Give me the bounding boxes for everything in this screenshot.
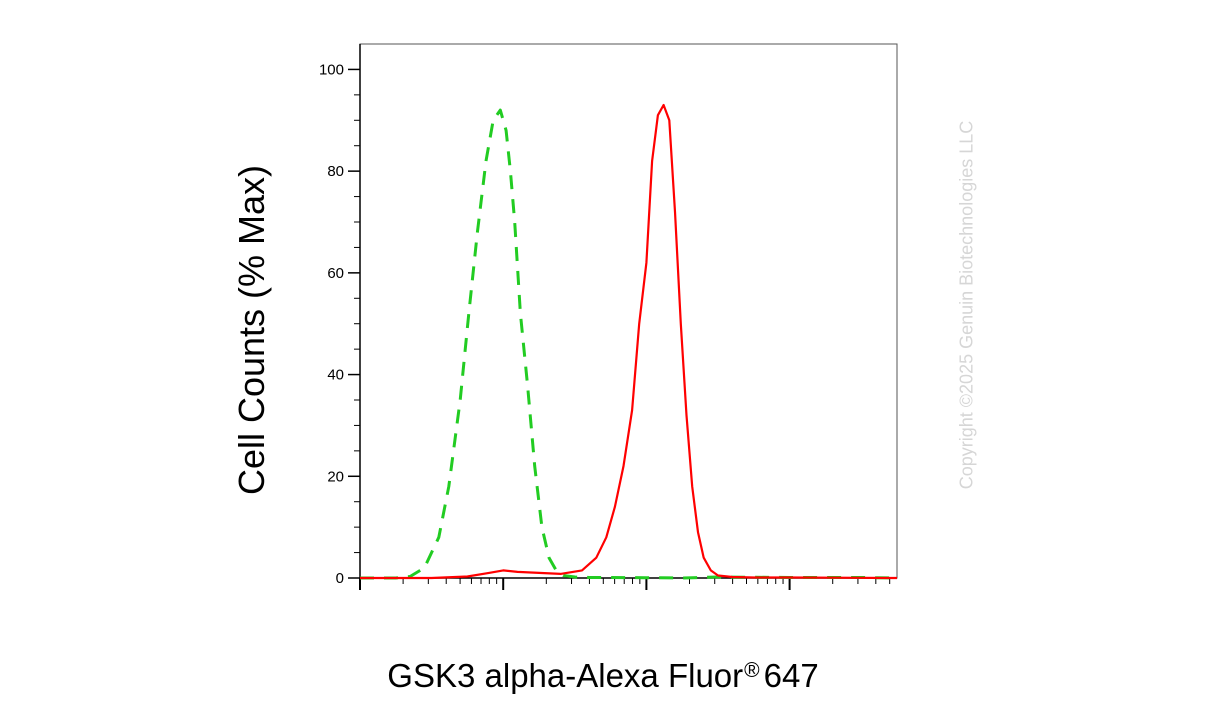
x-axis-label-main: GSK3 alpha-Alexa Fluor bbox=[387, 657, 744, 694]
y-axis-label: Cell Counts (% Max) bbox=[231, 164, 272, 496]
series-dashed-line bbox=[360, 108, 898, 580]
x-axis-label: GSK3 alpha-Alexa Fluor® 647 bbox=[387, 657, 818, 695]
series-group bbox=[360, 103, 898, 580]
y-tick-label: 100 bbox=[319, 61, 344, 78]
registered-mark: ® bbox=[744, 659, 760, 682]
copyright-watermark: Copyright ©2025 Genuin Biotechnologies L… bbox=[956, 120, 977, 490]
y-tick-label: 40 bbox=[327, 367, 344, 384]
x-axis-label-suffix: 647 bbox=[763, 657, 819, 694]
y-tick-label: 60 bbox=[327, 265, 344, 282]
y-tick-label: 80 bbox=[327, 163, 344, 180]
series-solid-line bbox=[360, 103, 898, 580]
axes: 0 20 40 60 80 100 bbox=[319, 43, 898, 590]
y-tick-label: 20 bbox=[327, 468, 344, 485]
plot-frame bbox=[359, 43, 898, 579]
y-tick-label: 0 bbox=[336, 570, 344, 587]
